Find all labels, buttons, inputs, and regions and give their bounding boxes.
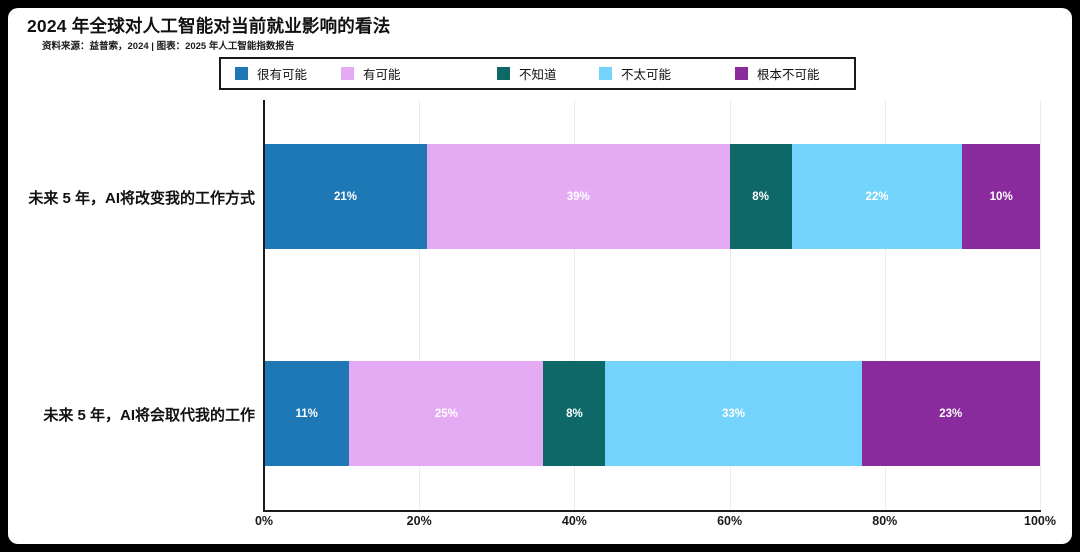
gridline (419, 100, 421, 510)
legend-item: 不太可能 (599, 59, 671, 88)
y-axis-line (263, 100, 265, 510)
bar-value-label: 10% (989, 190, 1013, 203)
category-label: 未来 5 年，AI将会取代我的工作 (43, 406, 255, 424)
x-tick-label: 40% (561, 514, 587, 528)
x-tick-label: 100% (1024, 514, 1056, 528)
gridline (729, 100, 731, 510)
bar-segment: 22% (791, 144, 963, 249)
bar-value-label: 33% (721, 407, 745, 420)
legend-swatch-icon (599, 67, 612, 80)
plot-area: 21% 39% 8% 22% 10% 11% 25% 8% 33% 23% (263, 100, 1041, 512)
bar-segment: 10% (962, 144, 1040, 249)
chart-source-note: 资料来源：益普索，2024 | 图表：2025 年人工智能指数报告 (42, 41, 295, 52)
chart-panel: 2024 年全球对人工智能对当前就业影响的看法 资料来源：益普索，2024 | … (8, 8, 1072, 544)
legend-label: 有可能 (363, 68, 401, 82)
legend-swatch-icon (235, 67, 248, 80)
x-tick-label: 60% (717, 514, 743, 528)
bar-value-label: 8% (566, 407, 583, 420)
bar-segment: 8% (543, 361, 606, 466)
legend-swatch-icon (497, 67, 510, 80)
legend-swatch-icon (735, 67, 748, 80)
bar-value-label: 21% (333, 190, 357, 203)
x-axis-line (263, 510, 1041, 512)
legend-label: 根本不可能 (757, 68, 820, 82)
legend-item: 很有可能 (235, 59, 307, 88)
legend-item: 根本不可能 (735, 59, 820, 88)
bar-value-label: 8% (752, 190, 769, 203)
bar-segment: 25% (349, 361, 544, 466)
legend-item: 有可能 (341, 59, 401, 88)
category-label: 未来 5 年，AI将改变我的工作方式 (28, 189, 255, 207)
bar-segment: 23% (861, 361, 1040, 466)
legend-label: 不知道 (519, 68, 557, 82)
bar-value-label: 23% (939, 407, 963, 420)
legend: 很有可能 有可能 不知道 不太可能 根本不可能 (219, 57, 856, 90)
gridline (1040, 100, 1041, 510)
legend-label: 很有可能 (257, 68, 308, 82)
bar-segment: 8% (729, 144, 792, 249)
bar-segment: 39% (426, 144, 730, 249)
gridline (884, 100, 886, 510)
stacked-bar: 21% 39% 8% 22% 10% (264, 144, 1040, 249)
x-tick-label: 20% (406, 514, 432, 528)
bar-segment: 33% (605, 361, 862, 466)
bar-value-label: 11% (295, 407, 318, 420)
bar-value-label: 25% (434, 407, 458, 420)
x-tick-label: 80% (872, 514, 898, 528)
x-tick-label: 0% (254, 514, 274, 528)
gridline (574, 100, 576, 510)
bar-segment: 21% (264, 144, 427, 249)
chart-title: 2024 年全球对人工智能对当前就业影响的看法 (27, 16, 391, 36)
bar-value-label: 39% (566, 190, 590, 203)
legend-item: 不知道 (497, 59, 557, 88)
legend-label: 不太可能 (621, 68, 672, 82)
stacked-bar: 11% 25% 8% 33% 23% (264, 361, 1040, 466)
bar-value-label: 22% (865, 190, 889, 203)
legend-swatch-icon (341, 67, 354, 80)
bar-segment: 11% (264, 361, 350, 466)
